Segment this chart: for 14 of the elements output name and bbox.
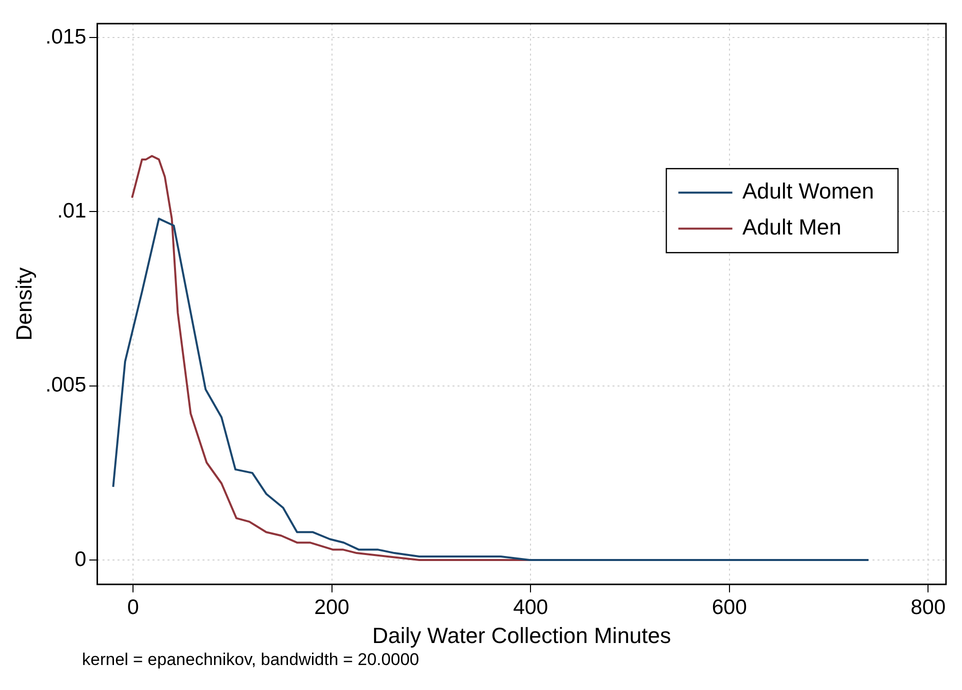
x-tick-label: 800 (910, 596, 946, 619)
x-tick-label: 0 (127, 596, 139, 619)
y-tick-label: .01 (57, 199, 86, 222)
legend-label: Adult Men (742, 214, 842, 240)
x-tick-label: 400 (513, 596, 548, 619)
y-tick-label: .015 (45, 25, 86, 48)
y-axis-title: Density (11, 267, 36, 341)
x-tick-label: 600 (712, 596, 747, 619)
legend-label: Adult Women (742, 178, 874, 204)
x-tick-label: 200 (314, 596, 350, 619)
x-axis-title: Daily Water Collection Minutes (372, 622, 672, 648)
text: kernel = epanechnikov, bandwidth = 20.0000 (82, 650, 420, 670)
y-tick-label: 0 (74, 548, 86, 571)
y-tick-label: .005 (45, 374, 86, 397)
